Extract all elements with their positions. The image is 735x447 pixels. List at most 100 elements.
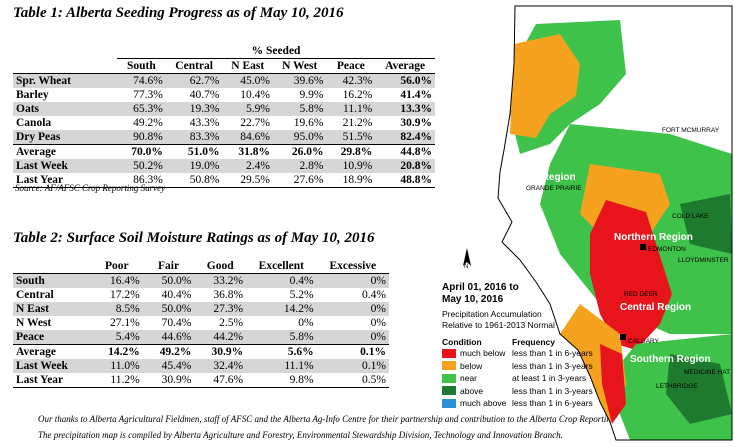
legend-header: Condition Frequency (442, 337, 593, 347)
table-cell: 16.4% (91, 273, 143, 288)
column-header: South (127, 60, 156, 72)
north-label: N (464, 264, 468, 270)
table-cell: 16.2% (342, 89, 373, 101)
table-cell: 50.2% (117, 159, 166, 173)
table-cell: 48.8% (375, 173, 435, 188)
legend-condition: much below (460, 348, 506, 359)
table-cell: 50.0% (142, 302, 195, 316)
table-cell: 44.6% (142, 330, 195, 345)
legend-item: much below less than 1 in 6-years (442, 347, 593, 360)
table-cell: 5.4% (91, 330, 143, 345)
table-row: Last Week 50.2% 19.0% 2.4% 2.8% 10.9% 20.8% (13, 159, 435, 173)
alberta-border (497, 5, 733, 441)
table-row: N East 8.5% 50.0% 27.3% 14.2% 0% (13, 302, 389, 316)
row-label: Peace (13, 330, 91, 345)
city-edmonton: EDMONTON (648, 246, 686, 253)
row-label: N East (13, 302, 91, 316)
table-cell: 45.4% (142, 359, 195, 373)
table-cell: 9.8% (246, 373, 317, 388)
table2-title: Table 2: Surface Soil Moisture Ratings a… (13, 230, 375, 246)
table-cell: 44.8% (375, 144, 435, 159)
table2-column-headers: Poor Fair Good Excellent Excessive (13, 259, 389, 274)
table-row: Last Year 86.3% 50.8% 29.5% 27.6% 18.9% 48.8% (13, 173, 435, 188)
table-cell: 27.1% (109, 317, 140, 329)
table-cell: 0% (370, 317, 386, 329)
city-grande-prairie: GRANDE PRAIRIE (526, 185, 582, 192)
row-label: Spr. Wheat (13, 73, 117, 88)
row-label: N West (16, 317, 52, 329)
northern-region-label: Northern Region (614, 232, 693, 243)
table-cell: 5.8% (272, 102, 327, 116)
legend-condition: near (460, 373, 478, 384)
table-cell: 10.9% (326, 159, 376, 173)
table-cell: 0.1% (316, 359, 389, 373)
table-cell: 31.8% (222, 144, 273, 159)
table-cell: 27.6% (272, 173, 327, 188)
table-row: Central 17.2% 40.4% 36.8% 5.2% 0.4% (13, 288, 389, 302)
table-cell: 77.3% (133, 89, 163, 101)
table-cell: 29.5% (222, 173, 273, 188)
city-red-deer: RED DEER (624, 291, 658, 298)
table-cell: 5.9% (222, 102, 273, 116)
map-subtitle-line1: Precipitation Accumulation (442, 309, 542, 319)
table-row: Peace 5.4% 44.6% 44.2% 5.8% 0% (13, 330, 389, 345)
table-cell: 17.2% (109, 289, 140, 301)
legend-swatch (442, 386, 456, 396)
row-label: Dry Peas (13, 130, 117, 145)
footer-map-credit: The precipitation map is compiled by Alb… (38, 430, 563, 440)
row-label: Oats (13, 102, 117, 116)
table-cell: 2.4% (222, 159, 273, 173)
table-cell: 84.6% (222, 130, 273, 145)
table1-title: Table 1: Alberta Seeding Progress as of … (13, 5, 344, 21)
row-label: Last Week (13, 159, 117, 173)
table1-source: Source: AF/AFSC Crop Reporting Survey (15, 183, 166, 193)
table-cell: 30.9% (400, 117, 432, 129)
legend-frequency: less than 1 in 6-years (512, 398, 593, 409)
table-cell: 30.9% (142, 373, 195, 388)
table-cell: 0% (316, 330, 389, 345)
table-cell: 50.0% (142, 273, 195, 288)
table-row: Average 70.0% 51.0% 31.8% 26.0% 29.8% 44.8% (13, 144, 435, 159)
table-row: Canola 49.2% 43.3% 22.7% 19.6% 21.2% 30.9% (13, 116, 435, 130)
column-header: Good (206, 260, 234, 272)
table-cell: 39.6% (272, 73, 327, 88)
city-fort-mcmurray: FORT MCMURRAY (662, 127, 720, 134)
legend-item: near at least 1 in 3-years (442, 372, 593, 385)
legend-frequency-header: Frequency (512, 337, 555, 347)
legend-frequency: less than 1 in 3-years (512, 360, 593, 371)
table-cell: 5.2% (289, 289, 314, 301)
table-cell: 47.6% (194, 373, 247, 388)
row-label: Canola (16, 117, 52, 129)
table-cell: 19.6% (293, 117, 324, 129)
table-cell: 14.2% (91, 344, 143, 359)
legend-condition: much above (460, 398, 507, 409)
footer-thanks: Our thanks to Alberta Agricultural Field… (38, 414, 652, 424)
table-cell: 0% (316, 302, 389, 316)
southwest-red-area (600, 344, 626, 424)
column-header: Central (175, 60, 213, 72)
table-cell: 30.9% (194, 344, 247, 359)
legend-condition: below (460, 360, 483, 371)
table-cell: 50.8% (165, 173, 223, 188)
table-row: Oats 65.3% 19.3% 5.9% 5.8% 11.1% 13.3% (13, 102, 435, 116)
table-row: South 16.4% 50.0% 33.2% 0.4% 0% (13, 273, 389, 288)
legend-frequency: less than 1 in 6-years (512, 348, 593, 359)
row-label: Average (13, 344, 91, 359)
central-region-label: Central Region (620, 302, 691, 313)
seeding-progress-table: % Seeded South Central N East N West Peace Av… (13, 44, 435, 188)
table-cell: 19.0% (165, 159, 223, 173)
table-cell: 22.7% (240, 117, 270, 129)
table-cell: 42.3% (326, 73, 376, 88)
map-title-line1: April 01, 2016 to (442, 282, 519, 293)
table-row: Last Week 11.0% 45.4% 32.4% 11.1% 0.1% (13, 359, 389, 373)
table-cell: 8.5% (91, 302, 143, 316)
map-subtitle-line2: Relative to 1961-2013 Normal (442, 320, 555, 330)
table-cell: 0% (316, 273, 389, 288)
table-row: Spr. Wheat 74.6% 62.7% 45.0% 39.6% 42.3% 56.0% (13, 73, 435, 88)
row-label: Last Year (13, 173, 117, 188)
table-cell: 11.1% (246, 359, 317, 373)
table-cell: 49.2% (142, 344, 195, 359)
table-cell: 74.6% (117, 73, 166, 88)
peace-region-label: Peace Region (510, 172, 576, 183)
table-cell: 11.2% (91, 373, 143, 388)
